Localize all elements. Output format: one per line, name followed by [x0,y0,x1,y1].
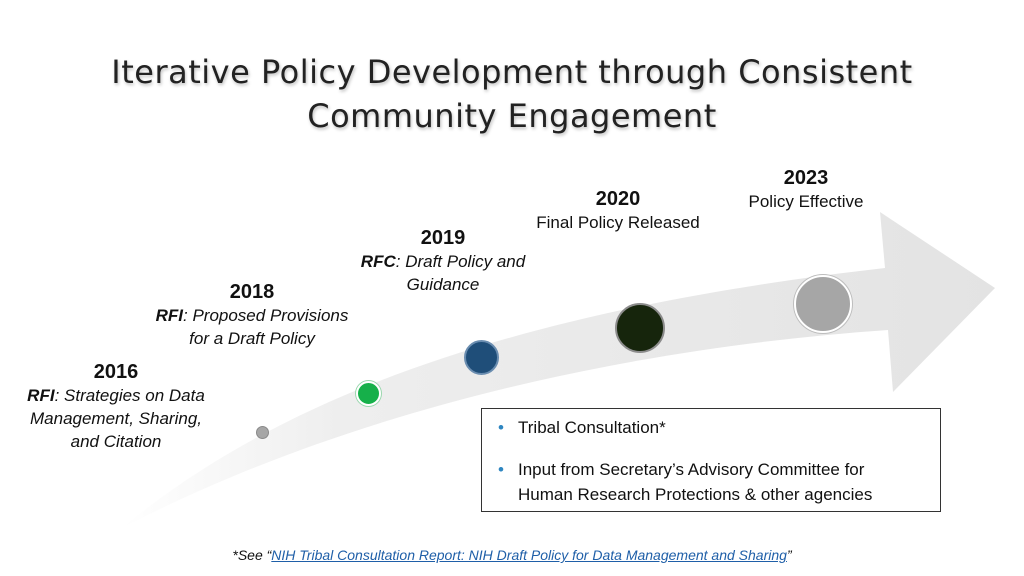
milestone-abbr: RFC [360,252,396,271]
milestone-text: Final Policy Released [536,213,700,232]
milestone-2016: 2016 RFI: Strategies on Data Management,… [10,360,222,453]
title-line-2: Community Engagement [307,97,717,135]
footnote: *See “NIH Tribal Consultation Report: NI… [0,547,1024,563]
info-item-tribal-consultation: • Tribal Consultation* [496,415,930,440]
milestone-text: Management, Sharing, [30,409,202,428]
milestone-text: Guidance [406,275,480,294]
title-line-1: Iterative Policy Development through Con… [111,53,913,91]
bullet-icon: • [498,418,504,437]
milestone-year: 2019 [420,227,466,249]
milestone-description: RFC: Draft Policy and [340,250,546,273]
tribal-consultation-report-link[interactable]: NIH Tribal Consultation Report: NIH Draf… [271,547,787,563]
milestone-dot-2019 [464,340,499,375]
milestone-dot-2023 [794,275,852,333]
milestone-abbr: RFI [27,386,55,405]
milestone-text: for a Draft Policy [189,329,315,348]
milestone-text: : Proposed Provisions [183,306,349,325]
milestone-2020: 2020 Final Policy Released [518,187,718,234]
timeline-arrow-shape [122,212,995,528]
milestone-dot-2018 [356,381,381,406]
milestone-year: 2020 [595,188,641,210]
bullet-icon: • [498,460,504,479]
milestone-2023: 2023 Policy Effective [726,166,886,213]
milestone-year: 2018 [229,281,275,303]
slide-title: Iterative Policy Development through Con… [40,50,984,138]
info-item-text: Tribal Consultation* [518,418,666,437]
milestone-text: and Citation [70,432,162,451]
info-item-text: Human Research Protections & other agenc… [518,485,873,504]
milestone-text: : Draft Policy and [395,252,526,271]
milestone-year: 2023 [783,167,829,189]
footnote-suffix: ” [786,547,792,563]
engagement-info-box: • Tribal Consultation* • Input from Secr… [481,408,941,512]
milestone-description: RFI: Strategies on Data [10,384,222,407]
milestone-2018: 2018 RFI: Proposed Provisions for a Draf… [138,280,366,350]
milestone-dot-2020 [615,303,665,353]
footnote-prefix: *See “ [232,547,272,563]
milestone-2019: 2019 RFC: Draft Policy and Guidance [340,226,546,296]
milestone-abbr: RFI [155,306,183,325]
milestone-year: 2016 [93,361,139,383]
milestone-description: RFI: Proposed Provisions [138,304,366,327]
info-item-text: Input from Secretary’s Advisory Committe… [518,460,865,479]
milestone-text: Policy Effective [748,192,864,211]
info-item-advisory-committee: • Input from Secretary’s Advisory Commit… [496,457,930,507]
milestone-text: : Strategies on Data [54,386,205,405]
milestone-dot-2016 [256,426,269,439]
